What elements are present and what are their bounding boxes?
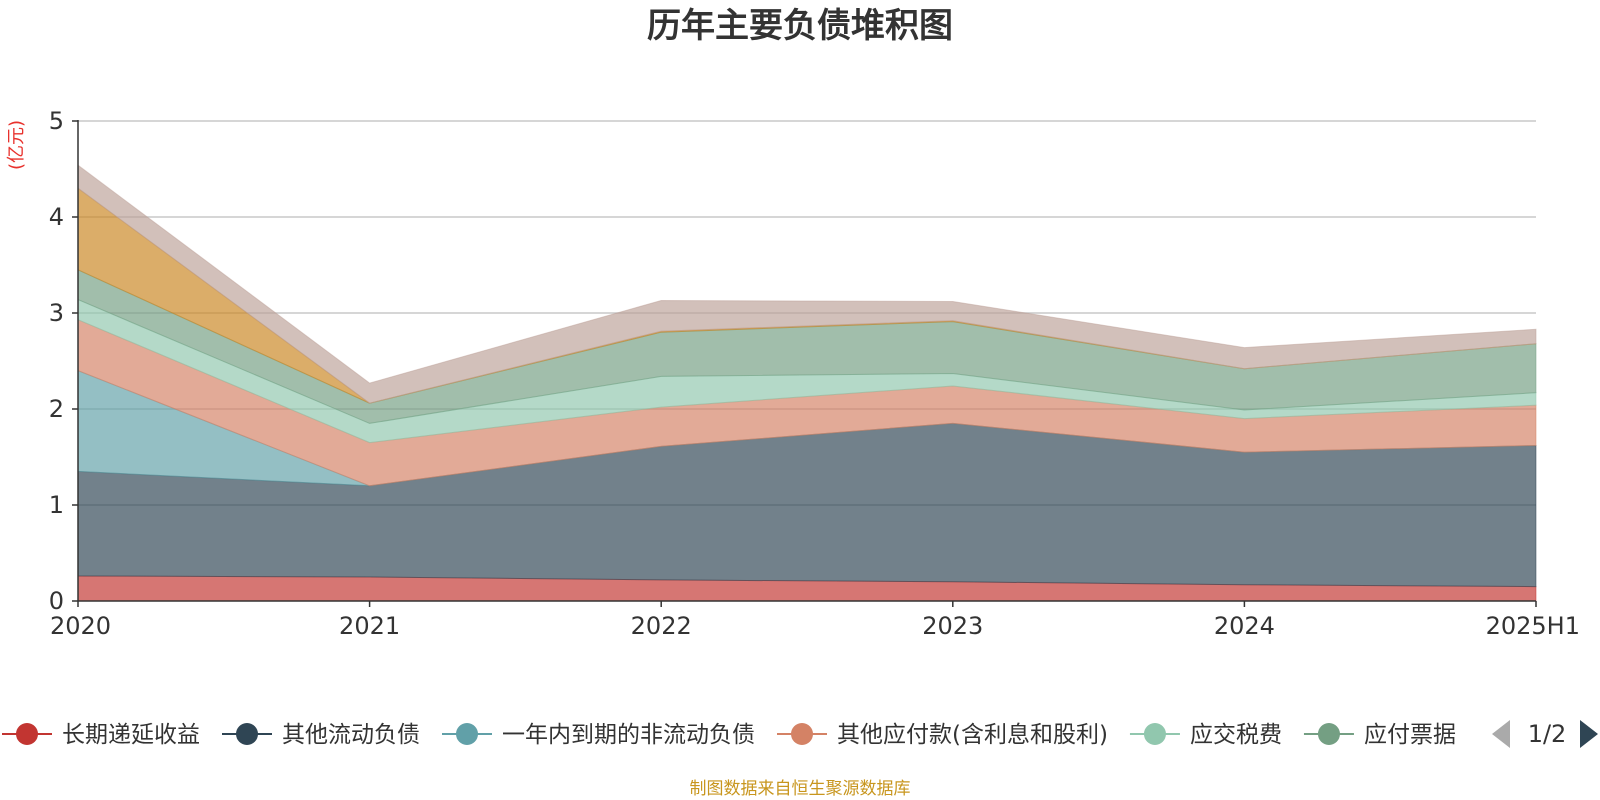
y-tick-label: 0 — [49, 587, 64, 615]
y-tick-label: 3 — [49, 299, 64, 327]
y-tick-label: 1 — [49, 491, 64, 519]
legend-label: 一年内到期的非流动负债 — [502, 722, 755, 748]
y-tick-label: 4 — [49, 203, 64, 231]
legend-marker-icon — [456, 723, 478, 745]
x-tick-label: 2025H1 — [1486, 612, 1580, 640]
legend-item[interactable]: 一年内到期的非流动负债 — [442, 722, 755, 748]
legend-marker-icon — [791, 723, 813, 745]
x-tick-label: 2022 — [631, 612, 692, 640]
legend-marker-icon — [1317, 723, 1340, 745]
area-series-group — [77, 164, 1537, 602]
legend-item[interactable]: 其他应付款(含利息和股利) — [777, 722, 1108, 748]
legend-pager: 1/2 — [1492, 720, 1598, 748]
x-tick-label: 2021 — [339, 612, 400, 640]
x-tick-label: 2020 — [50, 612, 111, 640]
legend-marker-icon — [16, 723, 38, 745]
y-tick-label: 2 — [49, 395, 64, 423]
legend-label: 其他应付款(含利息和股利) — [837, 722, 1108, 748]
chart-title: 历年主要负债堆积图 — [647, 6, 953, 46]
legend-item[interactable]: 其他流动负债 — [222, 722, 420, 748]
legend-page-indicator: 1/2 — [1528, 720, 1567, 748]
legend-marker-icon — [236, 723, 258, 745]
legend-label: 其他流动负债 — [282, 722, 420, 748]
area-series-8 — [77, 164, 1537, 404]
data-source-note: 制图数据来自恒生聚源数据库 — [689, 779, 911, 799]
legend-item[interactable]: 应交税费 — [1129, 722, 1282, 748]
y-tick-label: 5 — [49, 107, 64, 135]
legend-label: 应交税费 — [1190, 722, 1282, 748]
legend-label: 长期递延收益 — [62, 722, 200, 748]
legend-prev-page-icon[interactable] — [1492, 720, 1510, 748]
x-tick-label: 2023 — [922, 612, 983, 640]
x-tick-label: 2024 — [1214, 612, 1275, 640]
legend-marker-icon — [1143, 723, 1166, 745]
stacked-area-chart: 历年主要负债堆积图 (亿元) 0 1 2 3 4 5 2020 2021 2022 2023 202… — [2, 6, 1598, 748]
axes: 0 1 2 3 4 5 2020 2021 2022 2023 2024 2025H1 — [49, 107, 1580, 640]
legend-next-page-icon[interactable] — [1580, 720, 1598, 748]
legend-item[interactable]: 长期递延收益 — [2, 722, 200, 748]
legend-item[interactable]: 应付票据 — [1303, 722, 1456, 748]
y-axis-unit: (亿元) — [6, 120, 27, 170]
legend: 长期递延收益 其他流动负债 一年内到期的非流动负债 其他应付款(含利息和股利) 应交税费… — [2, 722, 1456, 748]
legend-label: 应付票据 — [1364, 722, 1456, 748]
